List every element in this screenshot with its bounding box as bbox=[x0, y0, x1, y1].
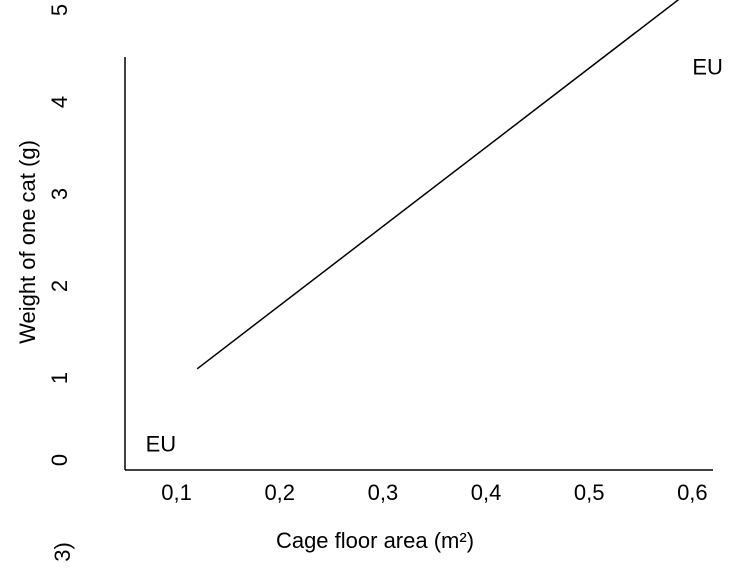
y-tick-label: 5 bbox=[47, 4, 72, 16]
y-tick-labels: 0 1 2 3 4 5 bbox=[47, 4, 72, 466]
annotation-label: EU bbox=[692, 54, 723, 79]
stray-text: 3) bbox=[50, 542, 75, 562]
x-axis-title: Cage floor area (m²) bbox=[276, 528, 474, 553]
x-tick-label: 0,1 bbox=[161, 480, 192, 505]
chart-annotations: EU EU bbox=[146, 54, 723, 456]
y-tick-label: 3 bbox=[47, 188, 72, 200]
y-tick-label: 0 bbox=[47, 454, 72, 466]
series-line bbox=[196, 0, 680, 370]
y-tick-label: 1 bbox=[47, 372, 72, 384]
y-tick-label: 4 bbox=[47, 96, 72, 108]
x-tick-labels: 0,1 0,2 0,3 0,4 0,5 0,6 bbox=[161, 480, 707, 505]
y-axis-title: Weight of one cat (g) bbox=[15, 140, 40, 344]
annotation-label: EU bbox=[146, 432, 177, 457]
x-tick-label: 0,4 bbox=[471, 480, 502, 505]
chart-series bbox=[196, 0, 680, 370]
x-tick-label: 0,3 bbox=[368, 480, 399, 505]
y-tick-label: 2 bbox=[47, 280, 72, 292]
x-tick-label: 0,2 bbox=[264, 480, 295, 505]
chart-axes bbox=[124, 57, 713, 471]
x-tick-label: 0,6 bbox=[677, 480, 708, 505]
x-tick-label: 0,5 bbox=[574, 480, 605, 505]
